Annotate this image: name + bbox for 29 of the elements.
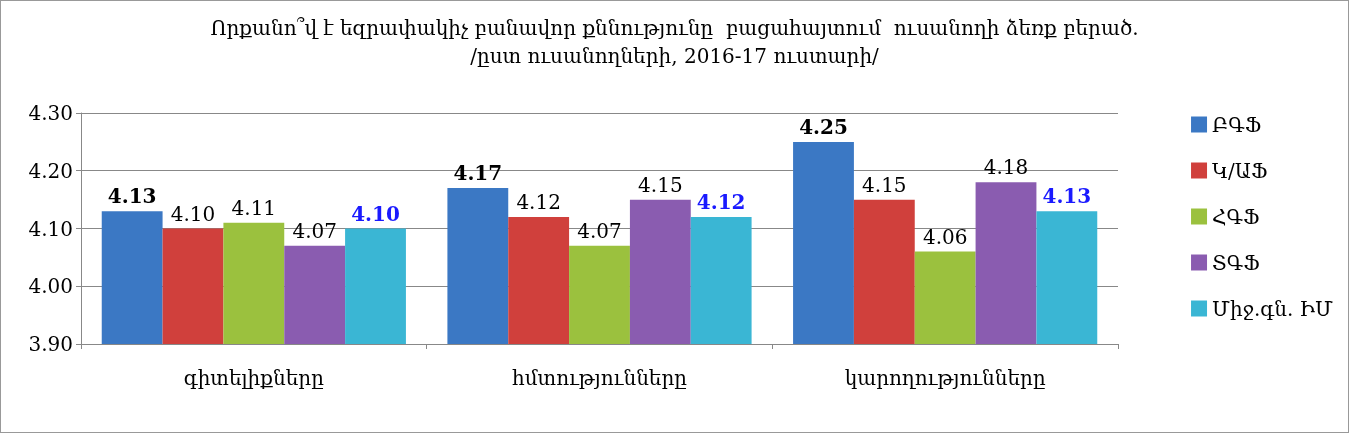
data-label: 4.06 xyxy=(922,224,968,249)
y-tick-label: 4.10 xyxy=(28,216,73,241)
x-tick-label: հմտությունները xyxy=(511,366,688,390)
data-label: 4.11 xyxy=(231,195,277,220)
data-label: 4.25 xyxy=(799,114,848,139)
data-label: 4.13 xyxy=(1042,184,1092,209)
data-label: 4.17 xyxy=(453,161,503,186)
legend-label: ԲԳՖ xyxy=(1212,112,1262,137)
data-label: 4.10 xyxy=(351,201,400,226)
legend-label: ՀԳՖ xyxy=(1212,204,1260,229)
data-label: 4.12 xyxy=(516,189,561,214)
data-label: 4.12 xyxy=(696,189,746,214)
data-label: 4.10 xyxy=(170,201,216,226)
legend-label: Կ/ԱՖ xyxy=(1212,158,1268,183)
y-tick-label: 4.30 xyxy=(28,101,73,125)
y-tick-label: 4.00 xyxy=(28,274,73,299)
legend-label: ՏԳՖ xyxy=(1212,250,1260,275)
data-label: 4.13 xyxy=(107,184,157,209)
data-label: 4.15 xyxy=(862,172,907,197)
x-tick-label: գիտելիքները xyxy=(183,366,325,390)
data-label: 4.07 xyxy=(577,218,622,243)
y-tick-label: 4.20 xyxy=(28,158,73,183)
x-tick-label: կարողությունները xyxy=(844,366,1046,390)
legend-label: Միջ.գն. ԻՄ xyxy=(1212,296,1334,321)
chart-title: Որքանո՞վ է եզրափակիչ բանավոր քննությունը բացահայտում ուսանողի ձեռք բերած. /ըստ ուսանողների, 2016-17 ուստարի/ xyxy=(210,16,1139,68)
data-label: 4.18 xyxy=(983,155,1029,180)
data-label: 4.15 xyxy=(638,172,683,197)
y-tick-label: 3.90 xyxy=(28,332,73,356)
data-label: 4.07 xyxy=(292,218,337,243)
